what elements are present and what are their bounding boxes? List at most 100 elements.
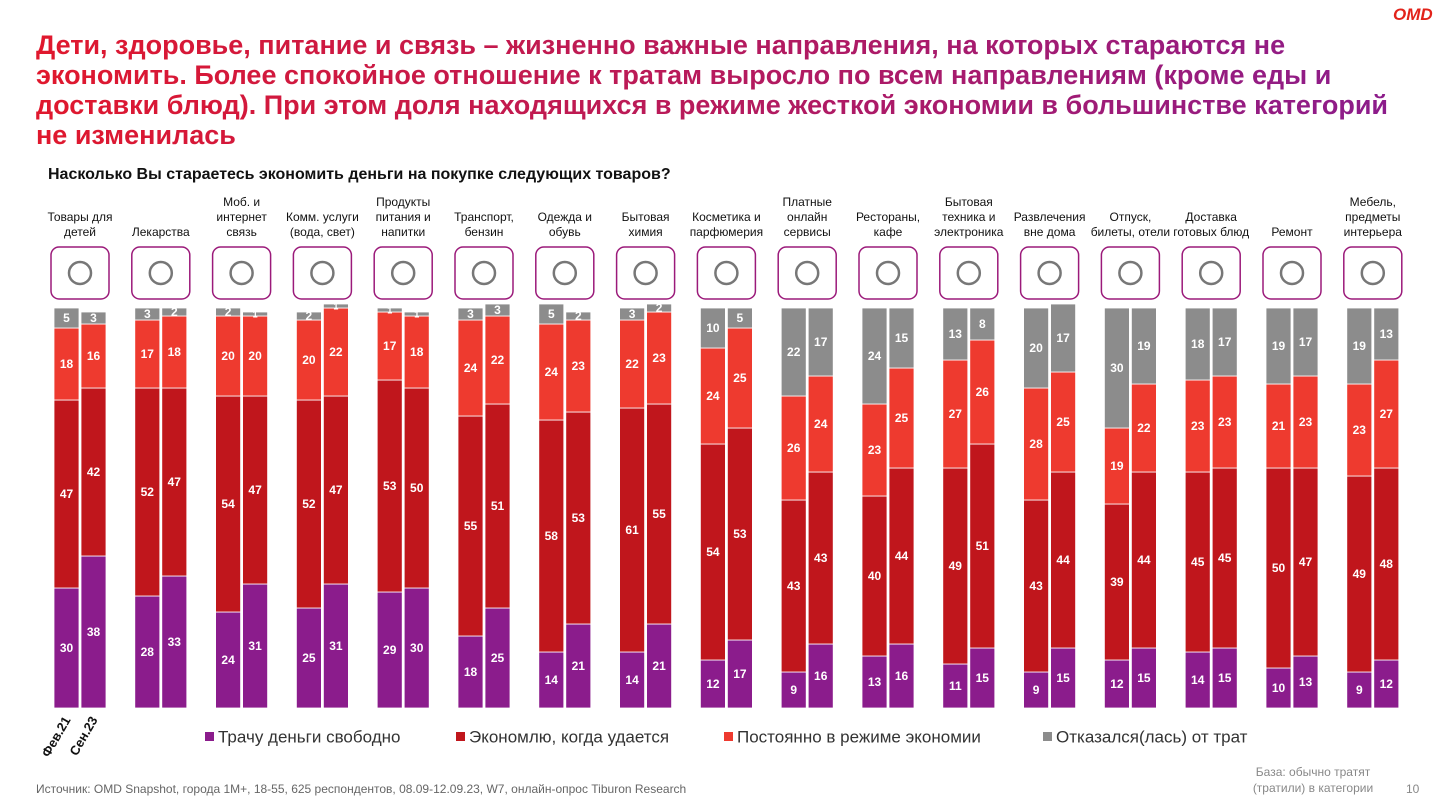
icon: [552, 260, 578, 286]
category-label: Доставка готовых блюд: [1173, 210, 1250, 239]
bar-segment: [295, 319, 322, 401]
bar-segment: [942, 359, 969, 469]
bar-segment: [457, 415, 484, 637]
bar-segment: [134, 319, 161, 389]
data-label: 21: [1272, 419, 1286, 433]
bar-segment: [53, 399, 80, 589]
data-label: 10: [1272, 681, 1286, 695]
bar-segment: [1131, 647, 1157, 709]
bar-segment: [1023, 387, 1049, 501]
category-label: Ремонт: [1271, 225, 1313, 239]
bar-segment: [1050, 371, 1076, 473]
data-label: 13: [868, 675, 882, 689]
icon-box: [454, 246, 514, 300]
data-label: 15: [895, 331, 909, 345]
data-label: 31: [329, 639, 343, 653]
bar-segment: [1211, 647, 1238, 709]
icon: [229, 260, 254, 286]
bar-segment: [1023, 307, 1049, 389]
bar-segment: [134, 307, 161, 321]
data-label: 1: [333, 301, 338, 311]
bar-segment: [1023, 499, 1049, 673]
data-label: 44: [895, 549, 909, 563]
data-label: 17: [1299, 335, 1313, 349]
icon: [471, 260, 497, 286]
data-label: 50: [1272, 561, 1286, 575]
data-label: 8: [979, 317, 986, 331]
bar-segment: [888, 467, 915, 645]
bar-segment: [1292, 655, 1319, 709]
legend-label: Постоянно в режиме экономии: [737, 727, 981, 746]
data-label: 29: [383, 643, 397, 657]
bar-segment: [646, 623, 672, 709]
bar-segment: [161, 307, 188, 317]
icon-box: [211, 246, 272, 300]
data-label: 54: [221, 497, 235, 511]
data-label: 17: [1218, 335, 1232, 349]
bar-segment: [215, 307, 242, 317]
bar-segment: [403, 311, 430, 317]
bar-segment: [1211, 467, 1238, 649]
data-label: 18: [1191, 337, 1205, 351]
data-label: 19: [1137, 339, 1151, 353]
bar-segment: [1292, 375, 1319, 469]
data-label: 1: [387, 305, 392, 315]
source: Источник: OMD Snapshot, города 1М+, 18-5…: [36, 782, 687, 796]
data-label: 3: [144, 307, 151, 321]
data-label: 47: [329, 483, 343, 497]
data-label: 19: [1353, 339, 1367, 353]
bar-segment: [1346, 307, 1373, 385]
bar-segment: [1104, 503, 1130, 661]
data-label: 25: [491, 651, 505, 665]
logo: OMD: [1393, 5, 1433, 24]
icon: [310, 260, 335, 286]
data-label: 21: [652, 659, 666, 673]
bar-segment: [780, 499, 807, 673]
bar-segment: [484, 403, 511, 609]
data-label: 18: [60, 357, 74, 371]
data-label: 17: [1056, 331, 1070, 345]
bar-segment: [53, 307, 80, 329]
category-label: Товары для детей: [47, 210, 113, 239]
bar-segment: [322, 395, 349, 585]
data-label: 33: [168, 635, 182, 649]
data-label: 18: [464, 665, 478, 679]
data-label: 43: [787, 579, 801, 593]
bar-segment: [376, 307, 403, 313]
icon: [794, 260, 820, 286]
bar-segment: [969, 443, 996, 649]
bar-segment: [700, 659, 726, 709]
data-label: 19: [1272, 339, 1286, 353]
data-label: 44: [1137, 553, 1151, 567]
bar-segment: [1104, 659, 1130, 709]
bar-segment: [161, 387, 188, 577]
data-label: 1: [253, 309, 258, 319]
data-label: 23: [652, 351, 666, 365]
icon: [1118, 260, 1143, 286]
icon-box: [1262, 246, 1322, 300]
bar-segment: [242, 583, 269, 709]
data-label: 12: [706, 677, 720, 691]
data-label: 47: [60, 487, 74, 501]
data-label: 27: [1380, 407, 1394, 421]
data-label: 30: [1110, 361, 1124, 375]
data-label: 51: [491, 499, 505, 513]
bar-segment: [888, 643, 915, 709]
bar-segment: [215, 395, 242, 613]
bar-segment: [969, 647, 996, 709]
data-label: 13: [1380, 327, 1394, 341]
data-label: 27: [949, 407, 963, 421]
data-label: 31: [248, 639, 262, 653]
data-label: 20: [302, 353, 316, 367]
data-label: 5: [63, 311, 70, 325]
data-label: 30: [60, 641, 74, 655]
bar-segment: [242, 395, 269, 585]
data-label: 19: [1110, 459, 1124, 473]
data-label: 51: [976, 539, 990, 553]
data-label: 20: [1029, 341, 1043, 355]
category-label: Продукты питания и напитки: [375, 195, 431, 239]
bar-segment: [295, 399, 322, 609]
bar-segment: [1184, 307, 1211, 381]
bar-segment: [80, 387, 107, 557]
